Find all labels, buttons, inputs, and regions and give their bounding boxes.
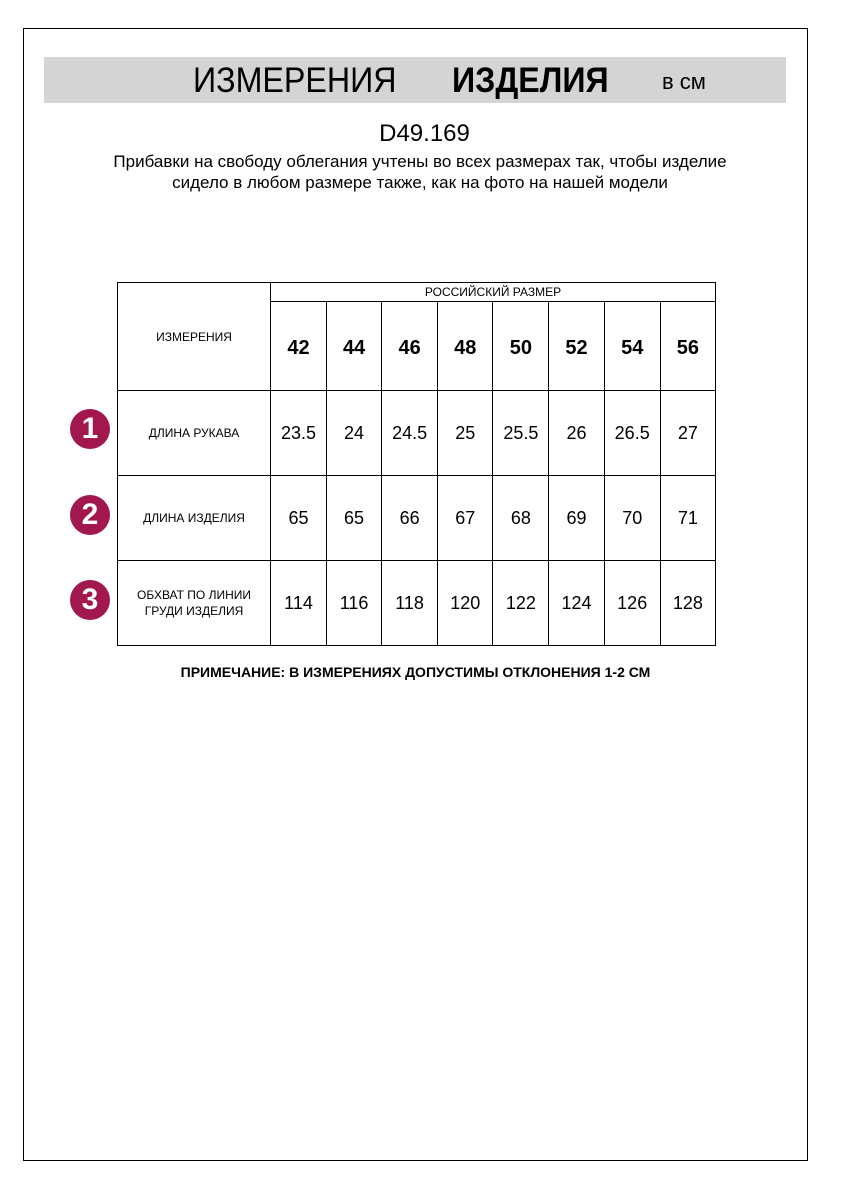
value-cell: 118 <box>381 560 439 646</box>
size-table: ИЗМЕРЕНИЯ РОССИЙСКИЙ РАЗМЕР 42 44 46 48 50 52… <box>117 282 717 646</box>
value-cell: 26 <box>548 390 605 476</box>
title-bold: ИЗДЕЛИЯ <box>452 61 609 100</box>
size-header: РОССИЙСКИЙ РАЗМЕР <box>270 282 716 302</box>
title-unit: в см <box>662 69 706 94</box>
row-label: ОБХВАТ ПО ЛИНИИ ГРУДИ ИЗДЕЛИЯ <box>117 560 271 646</box>
number-badge: 2 <box>70 495 110 535</box>
value-cell: 114 <box>269 560 328 646</box>
value-cell: 71 <box>659 475 717 561</box>
value-cell: 25.5 <box>492 390 550 476</box>
title-band <box>44 57 786 103</box>
table-row: ДЛИНА ИЗДЕЛИЯ 65 65 66 67 68 69 70 71 <box>117 475 717 561</box>
size-56: 56 <box>659 301 717 391</box>
value-cell: 67 <box>437 475 494 561</box>
value-cell: 69 <box>548 475 605 561</box>
value-cell: 23.5 <box>269 390 328 476</box>
value-cell: 122 <box>492 560 550 646</box>
table-row: ДЛИНА РУКАВА 23.5 24 24.5 25 25.5 26 26.5 27 <box>117 390 717 476</box>
size-54: 54 <box>603 301 661 391</box>
value-cell: 65 <box>326 475 383 561</box>
note: ПРИМЕЧАНИЕ: В ИЗМЕРЕНИЯХ ДОПУСТИМЫ ОТКЛО… <box>180 664 651 680</box>
value-cell: 27 <box>659 390 717 476</box>
row-label: ДЛИНА РУКАВА <box>117 390 271 476</box>
value-cell: 70 <box>603 475 661 561</box>
value-cell: 24.5 <box>381 390 439 476</box>
number-badge: 3 <box>70 580 110 620</box>
value-cell: 126 <box>603 560 661 646</box>
size-44: 44 <box>326 301 383 391</box>
table-row: ОБХВАТ ПО ЛИНИИ ГРУДИ ИЗДЕЛИЯ 114 116 118 12… <box>117 560 717 646</box>
title-regular: ИЗМЕРЕНИЯ <box>193 61 397 100</box>
number-badge: 1 <box>70 409 110 449</box>
row-label: ДЛИНА ИЗДЕЛИЯ <box>117 475 271 561</box>
size-50: 50 <box>492 301 550 391</box>
value-cell: 26.5 <box>603 390 661 476</box>
size-48: 48 <box>437 301 494 391</box>
size-52: 52 <box>548 301 605 391</box>
value-cell: 66 <box>381 475 439 561</box>
value-cell: 124 <box>548 560 605 646</box>
value-cell: 25 <box>437 390 494 476</box>
value-cell: 68 <box>492 475 550 561</box>
page-frame <box>23 28 808 1161</box>
value-cell: 120 <box>437 560 494 646</box>
product-code: D49.169 <box>379 120 470 147</box>
value-cell: 116 <box>326 560 383 646</box>
size-46: 46 <box>381 301 439 391</box>
value-cell: 128 <box>659 560 717 646</box>
value-cell: 24 <box>326 390 383 476</box>
sizes-row: 42 44 46 48 50 52 54 56 <box>118 301 717 391</box>
description: Прибавки на свободу облегания учтены во … <box>113 152 727 192</box>
size-42: 42 <box>269 301 328 391</box>
value-cell: 65 <box>269 475 328 561</box>
measure-header: ИЗМЕРЕНИЯ <box>117 282 271 391</box>
